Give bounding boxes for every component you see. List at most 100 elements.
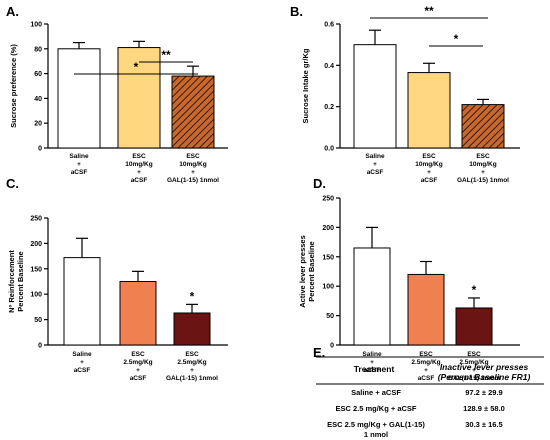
y-tick-label: 0 xyxy=(330,343,334,350)
table-cell-treatment: Saline + aCSF xyxy=(351,388,401,397)
y-axis-label: Percent Baseline xyxy=(307,241,316,301)
chart-panel-4: D. 0 50 100 150 200 250 Active lever presses Per… xyxy=(298,176,520,382)
category-label: aCSF xyxy=(74,367,91,374)
chart-panel-3: C. 0 50 100 150 200 250 Nº Reinforcement Percent… xyxy=(6,176,228,382)
bar xyxy=(407,72,451,149)
category-label: + xyxy=(370,359,374,366)
y-axis-label: Nº Reinforcement xyxy=(7,250,16,313)
panel-letter: D. xyxy=(313,176,326,191)
category-label: + xyxy=(427,169,431,176)
y-axis-label: Sucrose preference (%) xyxy=(9,44,18,128)
category-label: ESC xyxy=(186,153,200,160)
table-header-value: Inactive lever presses xyxy=(440,362,529,372)
y-tick-label: 0.4 xyxy=(324,63,334,70)
bar xyxy=(57,48,101,149)
significance-label: * xyxy=(134,60,139,74)
y-tick-label: 40 xyxy=(34,96,42,103)
category-label: aCSF xyxy=(367,169,384,176)
y-tick-label: 0 xyxy=(38,146,42,153)
category-label: Saline xyxy=(69,153,89,160)
y-tick-label: 100 xyxy=(30,22,42,29)
category-label: 2.5mg/Kg xyxy=(459,359,488,366)
chart-panel-2: B. 0.0 0.2 0.4 0.6 Sucrose Intake gr/Kg Saline… xyxy=(290,4,520,184)
category-label: + xyxy=(77,161,81,168)
category-label: aCSF xyxy=(71,169,88,176)
bar xyxy=(173,312,211,346)
category-label: + xyxy=(136,367,140,374)
table-cell-treatment: ESC 2.5 mg/Kg + aCSF xyxy=(335,404,416,413)
category-label: aCSF xyxy=(421,177,438,184)
panel-letter: C. xyxy=(6,176,19,191)
significance-label: ** xyxy=(161,48,171,62)
y-tick-label: 0.0 xyxy=(324,146,334,153)
significance-label: ** xyxy=(424,4,434,18)
category-label: ESC xyxy=(185,351,199,358)
y-tick-label: 50 xyxy=(326,313,334,320)
bar xyxy=(117,47,161,149)
category-label: 2.5mg/Kg xyxy=(123,359,152,366)
category-label: 10mg/Kg xyxy=(415,161,442,168)
y-tick-label: 150 xyxy=(322,254,334,261)
panel-letter: E. xyxy=(313,345,325,360)
category-label: aCSF xyxy=(418,375,435,382)
y-tick-label: 100 xyxy=(30,292,42,299)
category-label: + xyxy=(137,169,141,176)
table-cell-value: 30.3 ± 16.5 xyxy=(465,420,502,429)
bar xyxy=(119,281,157,346)
y-tick-label: 200 xyxy=(322,225,334,232)
y-axis-label: Sucrose Intake gr/Kg xyxy=(301,48,310,123)
category-label: aCSF xyxy=(130,375,147,382)
y-tick-label: 150 xyxy=(30,266,42,273)
results-table: E. Treatment Inactive lever presses(Percen… xyxy=(313,345,544,439)
category-label: 2.5mg/Kg xyxy=(411,359,440,366)
table-cell-treatment: 1 nmol xyxy=(364,430,388,439)
y-tick-label: 0.6 xyxy=(324,22,334,29)
y-tick-label: 100 xyxy=(322,284,334,291)
category-label: 10mg/Kg xyxy=(179,161,206,168)
category-label: Saline xyxy=(72,351,92,358)
category-label: Saline xyxy=(362,351,382,358)
category-label: Saline xyxy=(365,153,385,160)
bar xyxy=(171,75,215,149)
y-tick-label: 250 xyxy=(322,196,334,203)
category-label: GAL(1-15) 1nmol xyxy=(166,375,218,382)
category-label: ESC xyxy=(476,153,490,160)
table-header-value-sub: (Percent Baseline FR1) xyxy=(438,372,531,382)
category-label: GAL(1-15) 1nmol xyxy=(167,177,219,184)
category-label: GAL(1-15) 1nmol xyxy=(448,375,500,382)
chart-panel-1: A. 0 20 40 60 80 100 Sucrose preference (%) Sali… xyxy=(6,4,228,184)
y-tick-label: 60 xyxy=(34,71,42,78)
table-cell-value: 97.2 ± 29.9 xyxy=(465,388,502,397)
category-label: + xyxy=(481,169,485,176)
category-label: 10mg/Kg xyxy=(469,161,496,168)
category-label: aCSF xyxy=(364,367,381,374)
category-label: ESC xyxy=(467,351,481,358)
y-axis-label: Percent Baseline xyxy=(16,251,25,311)
category-label: + xyxy=(424,367,428,374)
y-tick-label: 0 xyxy=(38,343,42,350)
category-label: aCSF xyxy=(131,177,148,184)
category-label: ESC xyxy=(422,153,436,160)
y-tick-label: 200 xyxy=(30,241,42,248)
category-label: + xyxy=(190,367,194,374)
significance-label: * xyxy=(454,32,459,46)
category-label: 2.5mg/Kg xyxy=(177,359,206,366)
y-tick-label: 250 xyxy=(30,216,42,223)
panel-letter: A. xyxy=(6,4,19,19)
y-tick-label: 80 xyxy=(34,46,42,53)
bar xyxy=(63,257,101,346)
bar xyxy=(461,104,505,149)
category-label: ESC xyxy=(131,351,145,358)
y-tick-label: 20 xyxy=(34,121,42,128)
category-label: 10mg/Kg xyxy=(125,161,152,168)
y-tick-label: 50 xyxy=(34,317,42,324)
panel-letter: B. xyxy=(290,4,303,19)
category-label: ESC xyxy=(419,351,433,358)
category-label: ESC xyxy=(132,153,146,160)
y-tick-label: 0.2 xyxy=(324,104,334,111)
category-label: GAL(1-15) 1nmol xyxy=(457,177,509,184)
category-label: + xyxy=(80,359,84,366)
category-label: + xyxy=(373,161,377,168)
bar xyxy=(455,307,493,346)
